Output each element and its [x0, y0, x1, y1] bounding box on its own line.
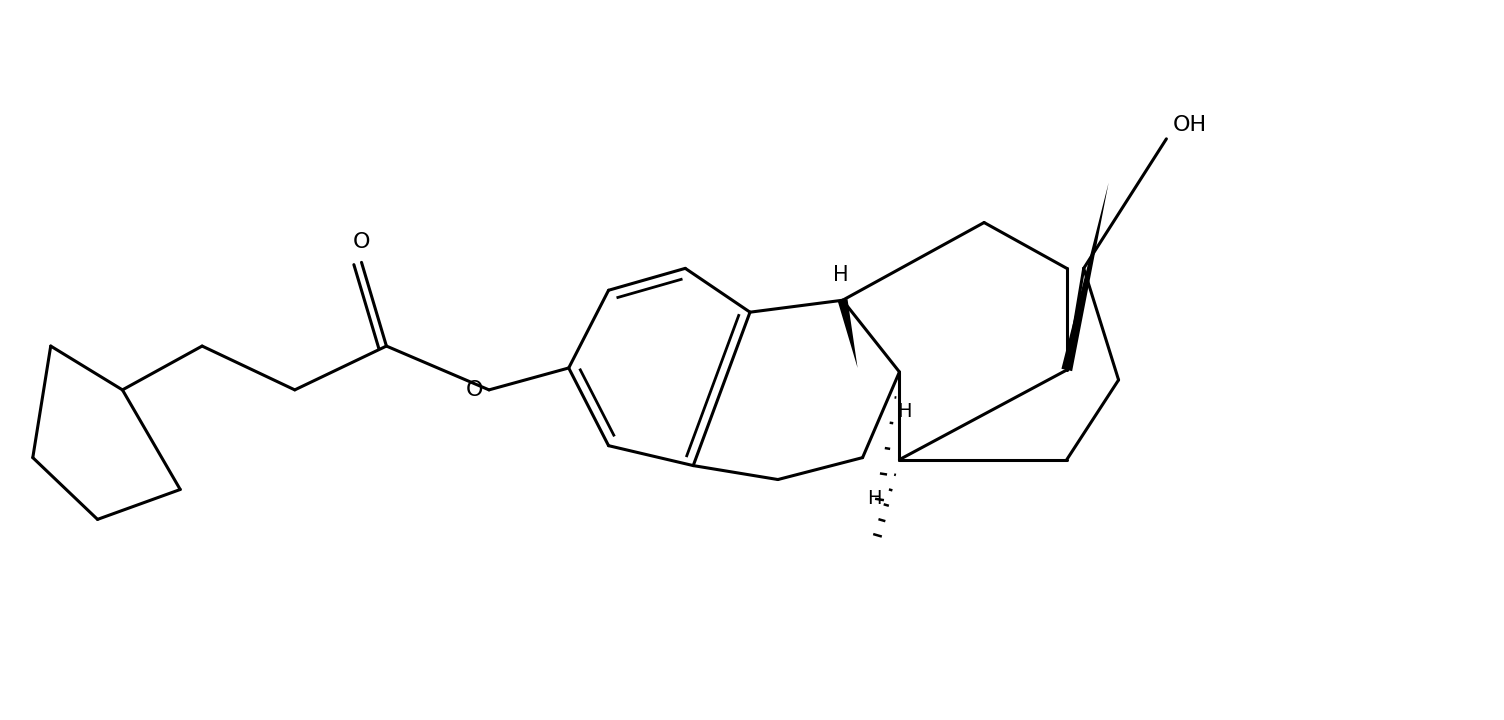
Text: O: O: [353, 233, 370, 253]
Text: H: H: [868, 490, 881, 508]
Text: OH: OH: [1173, 115, 1206, 135]
Text: H: H: [833, 265, 848, 285]
Text: H: H: [898, 402, 911, 420]
Polygon shape: [1062, 183, 1108, 371]
Text: O: O: [466, 380, 483, 400]
Polygon shape: [838, 299, 857, 368]
